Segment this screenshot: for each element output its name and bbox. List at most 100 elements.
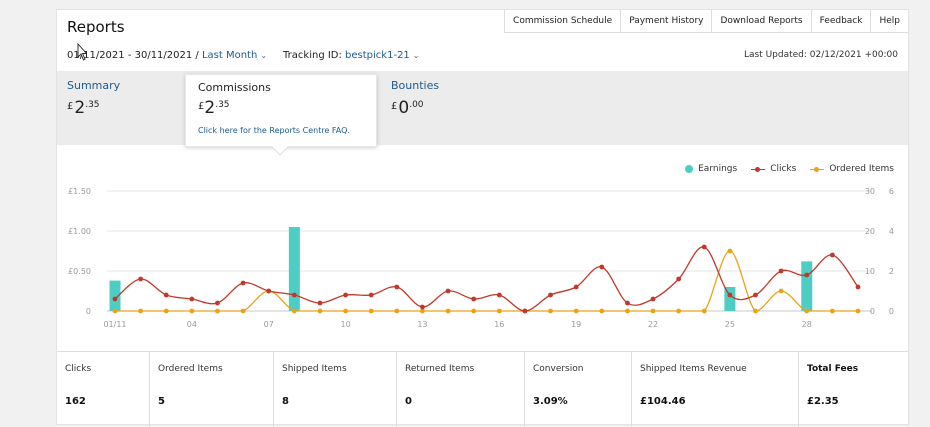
ordered-items-point xyxy=(317,308,323,314)
x-tick-label: 01/11 xyxy=(103,320,126,329)
clicks-point xyxy=(266,288,272,294)
clicks-point xyxy=(291,292,297,298)
x-tick-label: 22 xyxy=(648,320,658,329)
ordered-items-point xyxy=(727,248,733,254)
stat-ordered-items: Ordered Items 5 xyxy=(150,352,274,427)
ordered-items-point xyxy=(163,308,169,314)
tab-bounties[interactable]: Bounties £0.00 xyxy=(391,79,439,118)
earnings-bar xyxy=(801,261,813,311)
clicks-point xyxy=(804,272,810,278)
clicks-point xyxy=(829,252,835,258)
clicks-point xyxy=(368,292,374,298)
filter-bar: 01/11/2021 - 30/11/2021 / Last Month ⌄ Tra… xyxy=(67,50,436,61)
clicks-point xyxy=(625,300,630,306)
x-tick-label: 13 xyxy=(417,320,427,329)
y-left-tick-label: £1.50 xyxy=(68,187,91,196)
tab-summary[interactable]: Summary £2.35 xyxy=(67,79,120,118)
x-tick-label: 04 xyxy=(187,320,197,329)
ordered-items-point xyxy=(778,288,784,294)
earnings-bar xyxy=(724,287,736,311)
nav-feedback[interactable]: Feedback xyxy=(812,10,872,32)
tab-bounties-label: Bounties xyxy=(391,79,440,92)
ordered-items-line xyxy=(115,250,858,312)
clicks-point xyxy=(189,296,195,302)
stat-shipped-items: Shipped Items 8 xyxy=(274,352,397,427)
ordered-items-point xyxy=(650,308,656,314)
tracking-id-dropdown[interactable]: bestpick1-21 xyxy=(345,50,410,61)
page-title: Reports xyxy=(67,18,125,36)
nav-payment-history[interactable]: Payment History xyxy=(621,10,713,32)
clicks-point xyxy=(112,296,118,302)
ordered-items-point xyxy=(112,308,118,314)
clicks-point xyxy=(471,296,477,302)
y-right-ordered-tick-label: 4 xyxy=(889,227,894,236)
ordered-items-point xyxy=(138,308,144,314)
ordered-items-point xyxy=(291,308,297,314)
ordered-items-point xyxy=(445,308,451,314)
ordered-items-point xyxy=(573,308,579,314)
ordered-items-point xyxy=(804,308,810,314)
y-right-clicks-tick-label: 30 xyxy=(865,187,875,196)
clicks-point xyxy=(420,304,425,310)
ordered-items-point xyxy=(471,308,477,314)
ordered-items-point xyxy=(701,308,707,314)
faq-link[interactable]: Click here for the Reports Centre FAQ. xyxy=(198,126,350,135)
y-right-clicks-tick-label: 10 xyxy=(865,267,875,276)
clicks-point xyxy=(676,276,682,282)
y-right-ordered-tick-label: 2 xyxy=(889,267,894,276)
x-tick-label: 10 xyxy=(340,320,350,329)
ordered-items-point xyxy=(420,308,425,314)
x-tick-label: 25 xyxy=(725,320,735,329)
stat-returned-items: Returned Items 0 xyxy=(397,352,525,427)
period-dropdown[interactable]: Last Month xyxy=(201,50,258,61)
y-left-tick-label: £0.50 xyxy=(68,267,91,276)
nav-help[interactable]: Help xyxy=(879,16,900,26)
ordered-items-point xyxy=(368,308,374,314)
commissions-amount: £2.35 xyxy=(198,98,230,118)
chart-legend: Earnings Clicks Ordered Items xyxy=(671,164,894,174)
earnings-chart: £1.50 30 6£1.00 20 4£0.50 10 20 0 001/11 04 07 10 13… xyxy=(68,187,894,329)
stat-conversion: Conversion 3.09% xyxy=(525,352,632,427)
y-left-tick-label: 0 xyxy=(86,307,91,316)
ordered-items-point xyxy=(496,308,502,314)
ordered-items-point xyxy=(676,308,682,314)
stat-clicks: Clicks 162 xyxy=(57,352,150,427)
mouse-cursor-icon xyxy=(77,43,87,61)
tab-summary-label: Summary xyxy=(67,79,121,92)
nav-download-reports[interactable]: Download Reports xyxy=(712,10,812,32)
stats-row: Clicks 162 Ordered Items 5 Shipped Items 8 … xyxy=(57,351,908,427)
ordered-items-point xyxy=(343,308,348,314)
x-tick-label: 07 xyxy=(264,320,274,329)
clicks-point xyxy=(650,296,656,302)
earnings-swatch xyxy=(685,165,694,173)
legend-clicks[interactable]: Clicks xyxy=(751,164,796,174)
earnings-bar xyxy=(288,227,300,311)
x-tick-label: 28 xyxy=(802,320,812,329)
clicks-point xyxy=(701,244,707,250)
clicks-point xyxy=(573,284,579,290)
clicks-point xyxy=(855,284,861,290)
stat-shipped-revenue: Shipped Items Revenue £104.46 xyxy=(632,352,799,427)
summary-amount: £2.35 xyxy=(67,98,100,118)
clicks-point xyxy=(753,292,758,298)
clicks-point xyxy=(727,292,733,298)
clicks-point xyxy=(548,292,553,298)
y-right-ordered-tick-label: 6 xyxy=(889,187,894,196)
earnings-bar xyxy=(109,280,121,311)
chevron-down-icon[interactable]: ⌄ xyxy=(412,51,420,60)
legend-ordered-items[interactable]: Ordered Items xyxy=(810,164,894,174)
tab-commissions[interactable]: Commissions £2.35 Click here for the Rep… xyxy=(185,74,377,156)
clicks-point xyxy=(138,276,144,282)
tab-commissions-label: Commissions xyxy=(198,81,271,94)
chevron-down-icon[interactable]: ⌄ xyxy=(260,51,268,60)
legend-earnings[interactable]: Earnings xyxy=(685,164,737,174)
clicks-point xyxy=(317,300,323,306)
clicks-point xyxy=(394,284,400,290)
y-left-tick-label: £1.00 xyxy=(68,227,91,236)
ordered-items-point xyxy=(548,308,553,314)
x-tick-label: 16 xyxy=(494,320,504,329)
y-right-clicks-tick-label: 0 xyxy=(870,307,875,316)
nav-commission-schedule[interactable]: Commission Schedule xyxy=(505,10,622,32)
x-tick-label: 19 xyxy=(571,320,581,329)
last-updated: Last Updated: 02/12/2021 +00:00 xyxy=(743,50,898,60)
